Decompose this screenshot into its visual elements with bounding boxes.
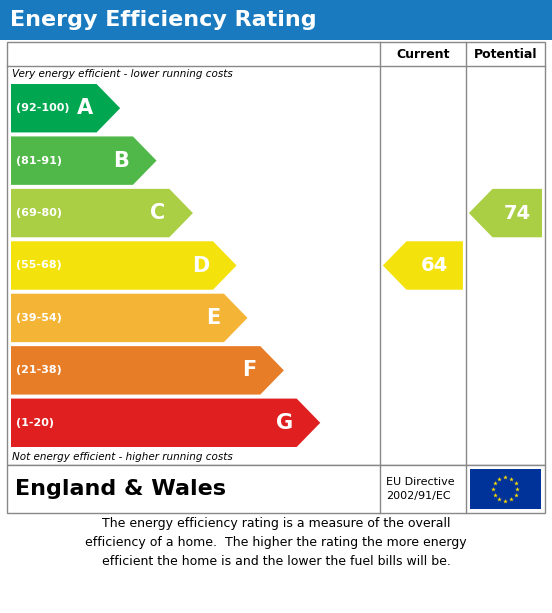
Polygon shape: [11, 346, 284, 395]
Text: EU Directive
2002/91/EC: EU Directive 2002/91/EC: [386, 477, 454, 501]
Text: 64: 64: [421, 256, 448, 275]
Text: (55-68): (55-68): [16, 261, 62, 270]
Bar: [7, 42, 545, 465]
Text: (21-38): (21-38): [16, 365, 62, 375]
Text: B: B: [113, 151, 129, 170]
Polygon shape: [469, 189, 542, 237]
Polygon shape: [11, 189, 193, 237]
Polygon shape: [11, 242, 237, 290]
Bar: [470, 469, 541, 509]
Text: (1-20): (1-20): [16, 418, 54, 428]
Text: D: D: [192, 256, 209, 275]
Text: 74: 74: [503, 204, 531, 223]
Polygon shape: [11, 137, 157, 185]
Polygon shape: [383, 242, 463, 290]
Text: C: C: [150, 203, 166, 223]
Bar: [7, 465, 545, 513]
Polygon shape: [11, 294, 247, 342]
Text: Very energy efficient - lower running costs: Very energy efficient - lower running co…: [12, 69, 233, 79]
Text: The energy efficiency rating is a measure of the overall
efficiency of a home.  : The energy efficiency rating is a measur…: [85, 517, 467, 568]
Text: Current: Current: [396, 47, 450, 61]
Text: A: A: [76, 98, 93, 118]
Text: England & Wales: England & Wales: [15, 479, 226, 499]
Text: (92-100): (92-100): [16, 103, 70, 113]
Text: (81-91): (81-91): [16, 156, 62, 166]
Polygon shape: [11, 84, 120, 132]
Text: Not energy efficient - higher running costs: Not energy efficient - higher running co…: [12, 452, 233, 462]
Text: G: G: [275, 413, 293, 433]
Polygon shape: [11, 398, 320, 447]
Text: Energy Efficiency Rating: Energy Efficiency Rating: [10, 10, 317, 30]
Bar: [0, 0, 552, 40]
Text: Potential: Potential: [474, 47, 537, 61]
Text: E: E: [206, 308, 220, 328]
Text: (39-54): (39-54): [16, 313, 62, 323]
Text: F: F: [242, 360, 256, 380]
Text: (69-80): (69-80): [16, 208, 62, 218]
